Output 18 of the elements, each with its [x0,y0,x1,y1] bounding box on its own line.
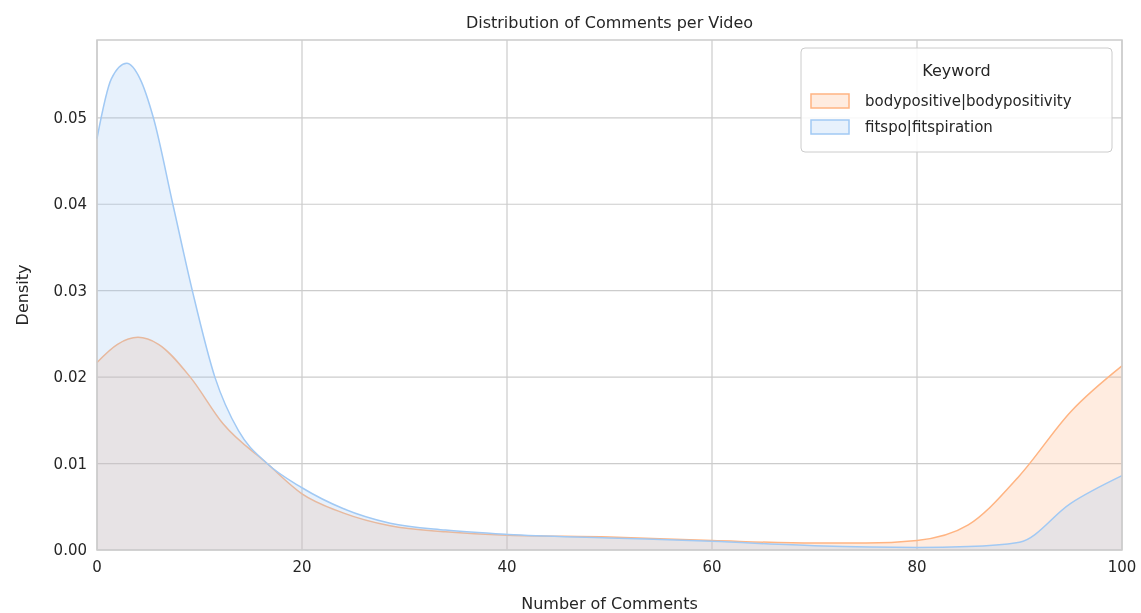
x-tick-label: 20 [292,558,312,576]
legend-title: Keyword [922,61,991,80]
x-axis-title: Number of Comments [521,594,698,613]
y-tick-label: 0.03 [53,281,87,300]
y-tick-label: 0.04 [53,195,87,214]
y-tick-label: 0.02 [53,368,87,387]
legend-label: fitspo|fitspiration [865,118,993,137]
y-axis-title: Density [13,264,32,326]
y-tick-label: 0.01 [53,454,87,473]
y-tick-label: 0.05 [53,109,87,128]
legend-label: bodypositive|bodypositivity [865,92,1072,111]
x-tick-label: 60 [702,558,722,576]
y-tick-label: 0.00 [53,541,87,560]
x-tick-label: 80 [907,558,927,576]
x-tick-label: 0 [92,558,102,576]
x-tick-label: 100 [1107,558,1137,576]
x-tick-label: 40 [497,558,517,576]
chart-title: Distribution of Comments per Video [465,13,754,32]
